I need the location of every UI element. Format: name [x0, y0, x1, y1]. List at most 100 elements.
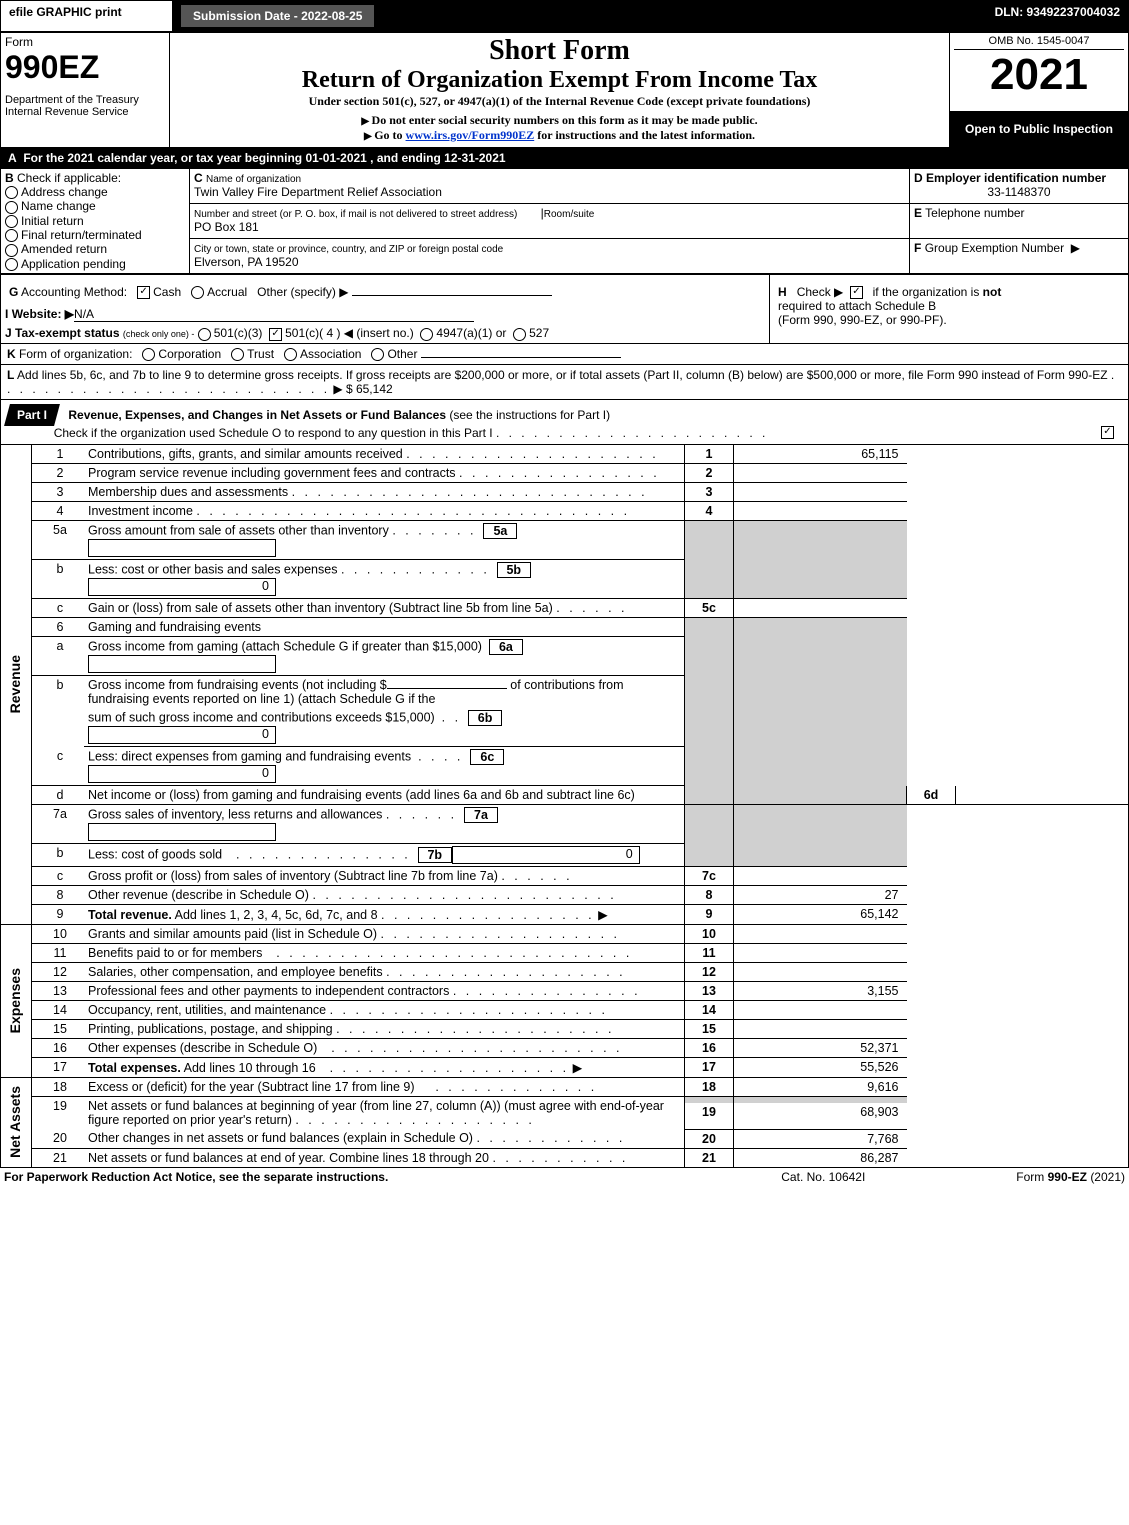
line-14-val	[734, 1001, 907, 1020]
sec-g-label: G	[9, 285, 18, 299]
line-18-label: 18	[32, 1078, 85, 1097]
line-20-num: 20	[685, 1129, 734, 1148]
line-10-label: 10	[32, 925, 85, 944]
line-20-text: Other changes in net assets or fund bala…	[84, 1129, 685, 1148]
h-text2: if the organization is	[873, 285, 983, 299]
line-21-val: 86,287	[734, 1148, 907, 1167]
checkbox-final-return[interactable]: Final return/terminated	[5, 228, 185, 242]
line-1-label: 1	[32, 445, 85, 464]
city-label: City or town, state or province, country…	[194, 244, 503, 255]
footer-formnum: 990-EZ	[1048, 1170, 1087, 1184]
line-7a-text: Gross sales of inventory, less returns a…	[84, 805, 685, 844]
cash-checkbox[interactable]: ✓Cash	[137, 285, 181, 299]
line-5c-text: Gain or (loss) from sale of assets other…	[84, 599, 685, 618]
line-9-label: 9	[32, 905, 85, 925]
ssn-warning: Do not enter social security numbers on …	[174, 113, 945, 128]
goto-instructions: Go to www.irs.gov/Form990EZ for instruct…	[174, 128, 945, 143]
line-13-label: 13	[32, 982, 85, 1001]
4947-radio[interactable]: 4947(a)(1) or	[420, 326, 506, 340]
line-17-val: 55,526	[734, 1058, 907, 1078]
accrual-checkbox[interactable]: Accrual	[191, 285, 247, 299]
line-5a-label: 5a	[32, 521, 85, 560]
line-7a-label: 7a	[32, 805, 85, 844]
sec-k: K Form of organization: Corporation Trus…	[0, 344, 1129, 365]
group-exemption-label: Group Exemption Number	[925, 241, 1064, 255]
accounting-method: Accounting Method:	[21, 285, 127, 299]
irs: Internal Revenue Service	[5, 106, 165, 118]
line-13-val: 3,155	[734, 982, 907, 1001]
h-not: not	[983, 285, 1002, 299]
sec-l: L Add lines 5b, 6c, and 7b to line 9 to …	[0, 365, 1129, 400]
501c-checkbox[interactable]: ✓501(c)( 4 )	[269, 326, 340, 340]
checkbox-address-change[interactable]: Address change	[5, 185, 185, 199]
line-13-num: 13	[685, 982, 734, 1001]
check-only-one: (check only one) -	[123, 329, 195, 339]
submission-date-btn: Submission Date - 2022-08-25	[173, 1, 452, 32]
line-14-num: 14	[685, 1001, 734, 1020]
schedule-o-checkbox[interactable]: ✓	[1101, 426, 1114, 439]
line-3-num: 3	[685, 483, 734, 502]
line-20-label: 20	[32, 1129, 85, 1148]
sec-e-label: E	[914, 206, 922, 220]
line-4-text: Investment income . . . . . . . . . . . …	[84, 502, 685, 521]
sec-c-label: C	[194, 171, 203, 185]
checkbox-initial-return[interactable]: Initial return	[5, 214, 185, 228]
other-method[interactable]: Other (specify) ▶	[257, 285, 348, 299]
part1-label: Part I	[17, 408, 47, 422]
line-6c-label: c	[32, 747, 85, 786]
line-4-num: 4	[685, 502, 734, 521]
gross-receipts: $ 65,142	[346, 382, 393, 396]
line-20-val: 7,768	[734, 1129, 907, 1148]
line-6-grey-val	[734, 618, 907, 805]
part1-header: Part I Revenue, Expenses, and Changes in…	[0, 400, 1129, 445]
footer: For Paperwork Reduction Act Notice, see …	[0, 1168, 1129, 1186]
line-2-label: 2	[32, 464, 85, 483]
line-5-grey-val	[734, 521, 907, 599]
line-6a-label: a	[32, 637, 85, 676]
dots-icon: . . . . . . . . . . . . . . . . . . . . …	[496, 426, 768, 440]
irs-link[interactable]: www.irs.gov/Form990EZ	[406, 128, 535, 142]
line-18-num: 18	[685, 1078, 734, 1097]
footer-year: (2021)	[1090, 1170, 1125, 1184]
line-21-num: 21	[685, 1148, 734, 1167]
open-public-inspection: Open to Public Inspection	[950, 111, 1129, 148]
line-7c-val	[734, 867, 907, 886]
name-of-org-label: Name of organization	[206, 174, 301, 185]
line-12-num: 12	[685, 963, 734, 982]
line-7-grey-val	[734, 805, 907, 867]
assoc-radio[interactable]: Association	[284, 347, 361, 361]
schedule-b-checkbox[interactable]: ✓	[850, 286, 863, 299]
checkbox-amended-return[interactable]: Amended return	[5, 242, 185, 256]
line-6-text: Gaming and fundraising events	[84, 618, 685, 637]
line-17-label: 17	[32, 1058, 85, 1078]
line-9-val: 65,142	[734, 905, 907, 925]
sec-b-title: Check if applicable:	[17, 171, 121, 185]
omb: OMB No. 1545-0047	[954, 35, 1124, 50]
line-17-num: 17	[685, 1058, 734, 1078]
h-check-text: Check ▶	[797, 285, 844, 299]
line-6d-val	[956, 786, 1129, 805]
trust-radio[interactable]: Trust	[231, 347, 274, 361]
line-4-label: 4	[32, 502, 85, 521]
line-6b-label: b	[32, 676, 85, 747]
527-radio[interactable]: 527	[513, 326, 549, 340]
line-3-text: Membership dues and assessments . . . . …	[84, 483, 685, 502]
form-of-org-label: Form of organization:	[19, 347, 132, 361]
checkbox-application-pending[interactable]: Application pending	[5, 257, 185, 271]
corp-radio[interactable]: Corporation	[142, 347, 221, 361]
efile-print[interactable]: efile GRAPHIC print	[1, 1, 173, 32]
sec-b-label: B	[5, 171, 14, 185]
org-name: Twin Valley Fire Department Relief Assoc…	[194, 185, 442, 199]
subtitle: Under section 501(c), 527, or 4947(a)(1)…	[174, 94, 945, 109]
sec-i-label: I	[5, 307, 8, 321]
line-5c-num: 5c	[685, 599, 734, 618]
sec-l-text: Add lines 5b, 6c, and 7b to line 9 to de…	[17, 368, 1108, 382]
checkbox-name-change[interactable]: Name change	[5, 199, 185, 213]
line-2-val	[734, 464, 907, 483]
line-8-val: 27	[734, 886, 907, 905]
line-16-label: 16	[32, 1039, 85, 1058]
line-10-text: Grants and similar amounts paid (list in…	[84, 925, 685, 944]
line-16-text: Other expenses (describe in Schedule O) …	[84, 1039, 685, 1058]
501c3-radio[interactable]: 501(c)(3)	[198, 326, 263, 340]
other-org-radio[interactable]: Other	[371, 347, 417, 361]
